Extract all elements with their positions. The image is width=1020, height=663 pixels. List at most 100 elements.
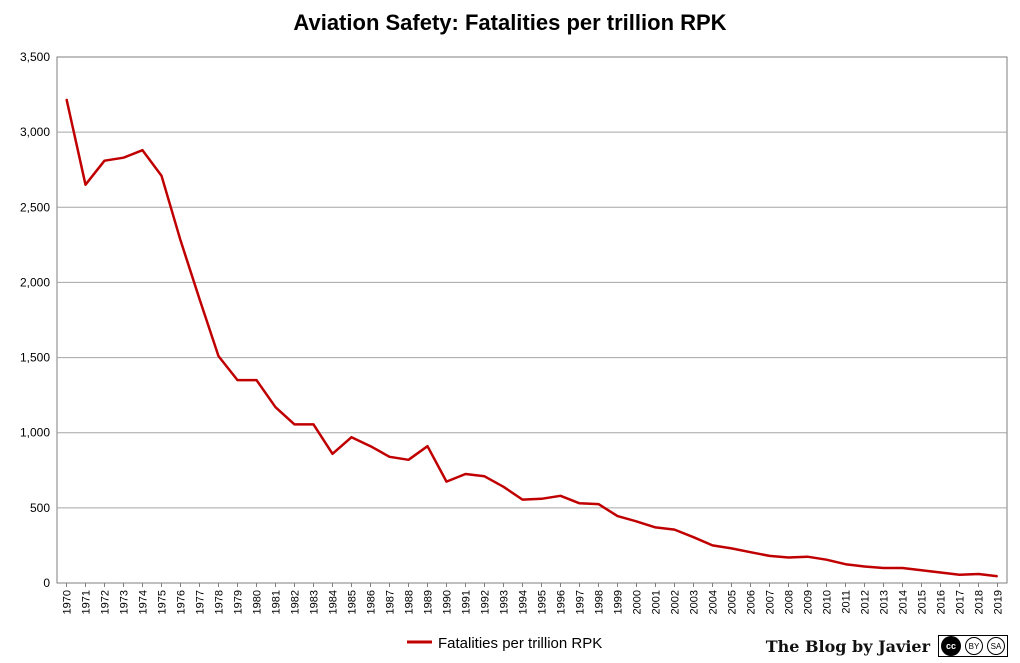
plot-area-border — [56, 56, 1008, 584]
x-tick-label: 1987 — [385, 590, 397, 614]
data-point — [161, 175, 162, 177]
x-tick-label: 1984 — [328, 590, 340, 614]
x-tick-label: 2010 — [822, 590, 834, 614]
y-tick-label: 3,000 — [20, 125, 50, 139]
x-tick-label: 1992 — [480, 590, 492, 614]
data-point — [883, 567, 884, 569]
data-point — [370, 445, 371, 447]
x-tick-label: 1989 — [423, 590, 435, 614]
data-point — [902, 567, 903, 569]
x-tick-label: 1991 — [461, 590, 473, 614]
data-point — [598, 503, 599, 505]
x-tick-label: 2015 — [917, 590, 929, 614]
data-point — [484, 475, 485, 477]
x-tick-label: 1980 — [252, 590, 264, 614]
data-point — [541, 498, 542, 500]
x-tick-label: 2002 — [670, 590, 682, 614]
x-tick-label: 1999 — [613, 590, 625, 614]
x-tick-label: 1977 — [195, 590, 207, 614]
cc-license-badge[interactable]: cc BY SA — [938, 635, 1008, 657]
x-tick-label: 2005 — [727, 590, 739, 614]
credit: The Blog by Javier cc BY SA — [766, 635, 1008, 657]
data-point — [85, 184, 86, 186]
cc-icon: cc — [941, 636, 961, 656]
x-tick-label: 2016 — [936, 590, 948, 614]
x-tick-label: 1972 — [100, 590, 112, 614]
data-point — [636, 520, 637, 522]
y-tick-label: 2,500 — [20, 200, 50, 214]
data-point — [427, 445, 428, 447]
x-tick-label: 2008 — [784, 590, 796, 614]
data-point — [940, 571, 941, 573]
x-tick-label: 2019 — [993, 590, 1005, 614]
data-point — [465, 473, 466, 475]
x-tick-label: 2000 — [632, 590, 644, 614]
x-tick-label: 1990 — [442, 590, 454, 614]
x-tick-label: 1981 — [271, 590, 283, 614]
data-point — [503, 486, 504, 488]
data-point — [313, 423, 314, 425]
data-point — [655, 526, 656, 528]
x-tick-label: 1979 — [233, 590, 245, 614]
x-tick-label: 2006 — [746, 590, 758, 614]
series-line — [65, 98, 998, 578]
data-point — [864, 565, 865, 567]
x-tick-label: 1995 — [537, 590, 549, 614]
x-tick-label: 1998 — [594, 590, 606, 614]
series-layer — [65, 98, 998, 578]
data-point — [845, 563, 846, 565]
data-point — [769, 555, 770, 557]
data-point — [560, 495, 561, 497]
y-tick-label: 3,500 — [20, 50, 50, 64]
by-icon: BY — [965, 637, 983, 655]
x-tick-label: 2017 — [955, 590, 967, 614]
y-tick-label: 1,000 — [20, 426, 50, 440]
data-point — [731, 547, 732, 549]
data-point — [807, 556, 808, 558]
x-tick-label: 2004 — [708, 590, 720, 614]
data-point — [237, 379, 238, 381]
y-tick-label: 500 — [30, 501, 50, 515]
data-point — [693, 536, 694, 538]
data-point — [978, 573, 979, 575]
data-point — [750, 551, 751, 553]
gridlines — [56, 56, 1008, 584]
x-tick-label: 2012 — [860, 590, 872, 614]
data-point — [256, 379, 257, 381]
credit-text: The Blog by Javier — [765, 636, 930, 656]
x-tick-label: 1997 — [575, 590, 587, 614]
x-tick-label: 1988 — [404, 590, 416, 614]
x-tick-label: 2009 — [803, 590, 815, 614]
x-tick-label: 1974 — [138, 590, 150, 614]
data-point — [446, 481, 447, 483]
data-point — [788, 556, 789, 558]
x-tick-label: 2003 — [689, 590, 701, 614]
data-point — [921, 569, 922, 571]
data-point — [351, 436, 352, 438]
data-point — [332, 453, 333, 455]
x-tick-label: 2014 — [898, 590, 910, 614]
data-point — [712, 544, 713, 546]
y-tick-label: 1,500 — [20, 351, 50, 365]
data-point — [826, 559, 827, 561]
x-tick-label: 1978 — [214, 590, 226, 614]
x-tick-label: 1982 — [290, 590, 302, 614]
data-point — [123, 157, 124, 159]
data-point — [617, 515, 618, 517]
y-tick-label: 2,000 — [20, 275, 50, 289]
x-tick-label: 1973 — [119, 590, 131, 614]
x-tick-label: 2018 — [974, 590, 986, 614]
data-point — [579, 502, 580, 504]
data-point — [66, 98, 67, 100]
legend: Fatalities per trillion RPK — [407, 635, 602, 652]
x-tick-label: 1993 — [499, 590, 511, 614]
x-tick-label: 1985 — [347, 590, 359, 614]
data-point — [959, 574, 960, 576]
data-point — [674, 529, 675, 531]
chart-title: Aviation Safety: Fatalities per trillion… — [293, 10, 727, 35]
y-axis-ticks: 0 500 1,000 1,500 2,000 2,500 3,000 3,500 — [20, 50, 50, 590]
y-tick-label: 0 — [43, 576, 50, 590]
x-tick-label: 2007 — [765, 590, 777, 614]
x-tick-label: 1971 — [81, 590, 93, 614]
legend-label: Fatalities per trillion RPK — [438, 635, 602, 652]
